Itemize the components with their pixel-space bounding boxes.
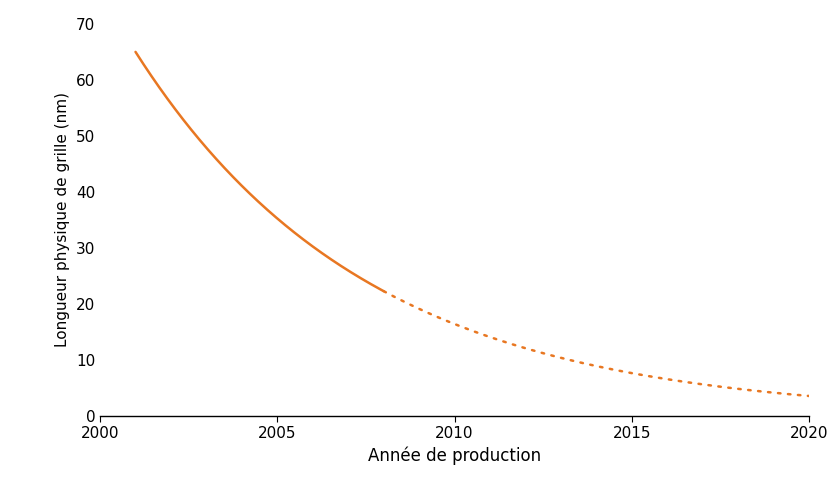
X-axis label: Année de production: Année de production — [368, 447, 541, 465]
Y-axis label: Longueur physique de grille (nm): Longueur physique de grille (nm) — [55, 92, 70, 348]
